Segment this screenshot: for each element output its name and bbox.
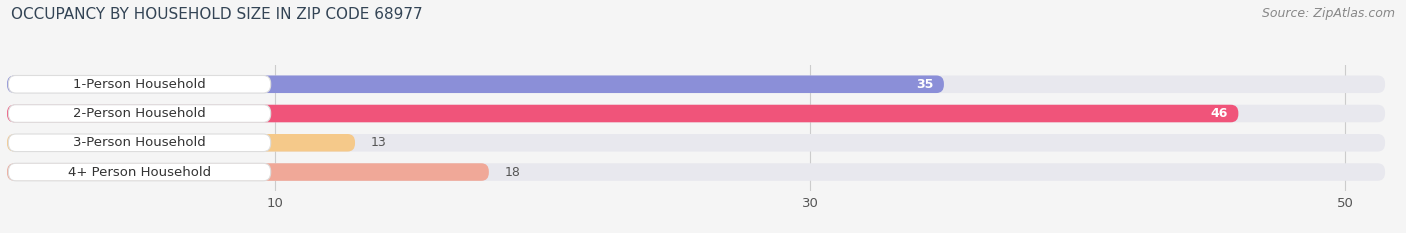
Text: 1-Person Household: 1-Person Household bbox=[73, 78, 205, 91]
FancyBboxPatch shape bbox=[7, 134, 1385, 151]
Text: 46: 46 bbox=[1211, 107, 1227, 120]
FancyBboxPatch shape bbox=[7, 163, 489, 181]
FancyBboxPatch shape bbox=[7, 134, 354, 151]
FancyBboxPatch shape bbox=[7, 75, 943, 93]
FancyBboxPatch shape bbox=[8, 134, 271, 151]
Text: 2-Person Household: 2-Person Household bbox=[73, 107, 205, 120]
Text: 13: 13 bbox=[371, 136, 387, 149]
Text: OCCUPANCY BY HOUSEHOLD SIZE IN ZIP CODE 68977: OCCUPANCY BY HOUSEHOLD SIZE IN ZIP CODE … bbox=[11, 7, 423, 22]
FancyBboxPatch shape bbox=[7, 75, 1385, 93]
FancyBboxPatch shape bbox=[7, 105, 1239, 122]
Text: 35: 35 bbox=[915, 78, 934, 91]
FancyBboxPatch shape bbox=[8, 105, 271, 122]
FancyBboxPatch shape bbox=[8, 163, 271, 181]
Text: Source: ZipAtlas.com: Source: ZipAtlas.com bbox=[1261, 7, 1395, 20]
Text: 18: 18 bbox=[505, 165, 520, 178]
FancyBboxPatch shape bbox=[8, 75, 271, 93]
Text: 4+ Person Household: 4+ Person Household bbox=[67, 165, 211, 178]
FancyBboxPatch shape bbox=[7, 163, 1385, 181]
FancyBboxPatch shape bbox=[7, 105, 1385, 122]
Text: 3-Person Household: 3-Person Household bbox=[73, 136, 205, 149]
